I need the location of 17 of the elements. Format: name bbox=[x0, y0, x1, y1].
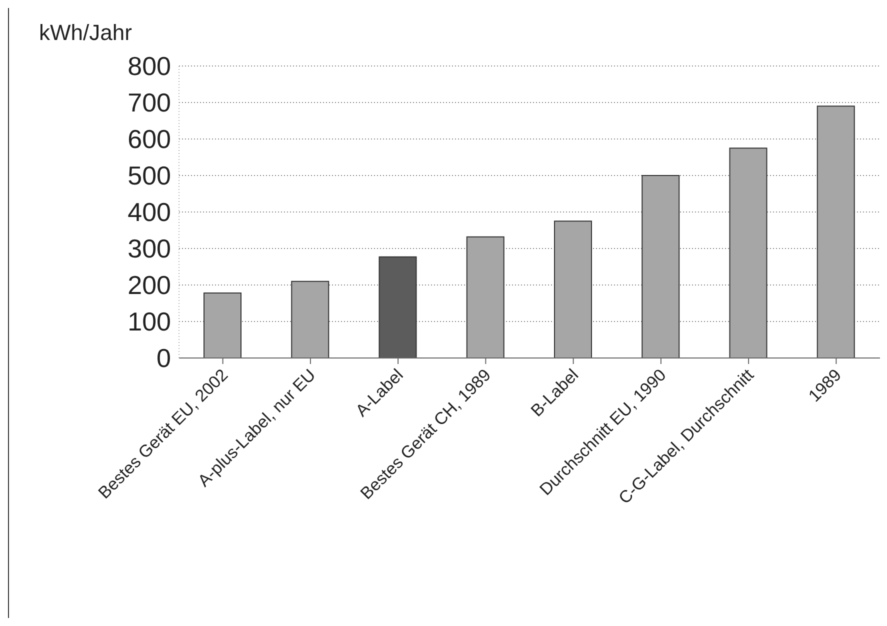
bar bbox=[466, 236, 504, 358]
y-tick-label: 500 bbox=[128, 160, 171, 191]
y-tick-label: 100 bbox=[128, 306, 171, 337]
bar bbox=[204, 292, 242, 358]
y-tick-label: 200 bbox=[128, 270, 171, 300]
y-tick-label: 300 bbox=[128, 234, 171, 264]
bar bbox=[642, 175, 680, 358]
y-tick-label: 0 bbox=[156, 343, 171, 374]
y-tick-label: 400 bbox=[128, 197, 171, 228]
bar bbox=[729, 148, 768, 358]
bar bbox=[554, 220, 592, 358]
bar bbox=[816, 106, 855, 358]
y-tick-label: 800 bbox=[128, 51, 171, 82]
y-tick-label: 600 bbox=[128, 124, 171, 154]
y-axis-title: kWh/Jahr bbox=[39, 20, 132, 46]
bar bbox=[291, 280, 330, 358]
y-tick-label: 700 bbox=[128, 88, 171, 118]
